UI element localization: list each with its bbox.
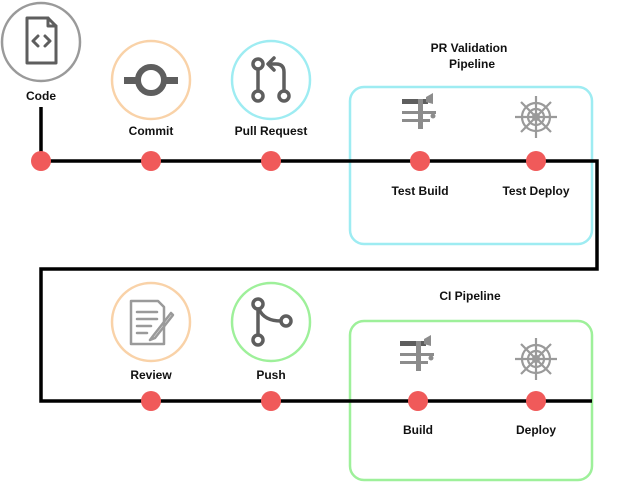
commit-label: Commit <box>129 124 174 138</box>
pr-validation-pipeline-box <box>348 85 594 246</box>
document-edit-icon <box>129 299 175 346</box>
timeline-dot <box>526 391 546 411</box>
pr-validation-title-line1: PR Validation <box>431 41 508 55</box>
timeline-dot <box>261 151 281 171</box>
timeline-dots <box>31 151 546 411</box>
pull-request-icon <box>251 56 291 103</box>
helm-wheel-icon <box>515 338 557 380</box>
helm-wheel-icon <box>515 96 557 138</box>
push-label: Push <box>256 368 285 382</box>
timeline-dot <box>141 391 161 411</box>
commit-stage: Commit <box>110 39 192 138</box>
pull-request-ring <box>230 39 312 121</box>
push-stage: Push <box>230 281 312 382</box>
build-tools-icon <box>402 93 436 129</box>
review-label: Review <box>130 368 172 382</box>
ci-pipeline-title: CI Pipeline <box>439 289 501 303</box>
build-label: Build <box>403 423 433 437</box>
push-ring <box>230 281 312 363</box>
timeline-dot <box>408 391 428 411</box>
review-stage: Review <box>110 281 192 382</box>
timeline-dot <box>526 151 546 171</box>
pull-request-stage: Pull Request <box>230 39 312 138</box>
test-build-label: Test Build <box>391 184 448 198</box>
code-label: Code <box>26 89 56 103</box>
timeline-dot <box>141 151 161 171</box>
pull-request-label: Pull Request <box>235 124 308 138</box>
code-stage: Code <box>0 1 82 103</box>
review-ring <box>110 281 192 363</box>
timeline-dot <box>261 391 281 411</box>
timeline-dot <box>410 151 430 171</box>
pr-validation-title-line2: Pipeline <box>449 57 495 71</box>
timeline-dot <box>31 151 51 171</box>
test-deploy-label: Test Deploy <box>502 184 569 198</box>
branch-icon <box>251 297 293 347</box>
build-tools-icon <box>400 335 434 371</box>
commit-icon <box>124 64 178 96</box>
deploy-label: Deploy <box>516 423 556 437</box>
file-code-icon <box>25 16 58 65</box>
flow-line <box>39 107 599 403</box>
code-ring <box>0 1 82 83</box>
